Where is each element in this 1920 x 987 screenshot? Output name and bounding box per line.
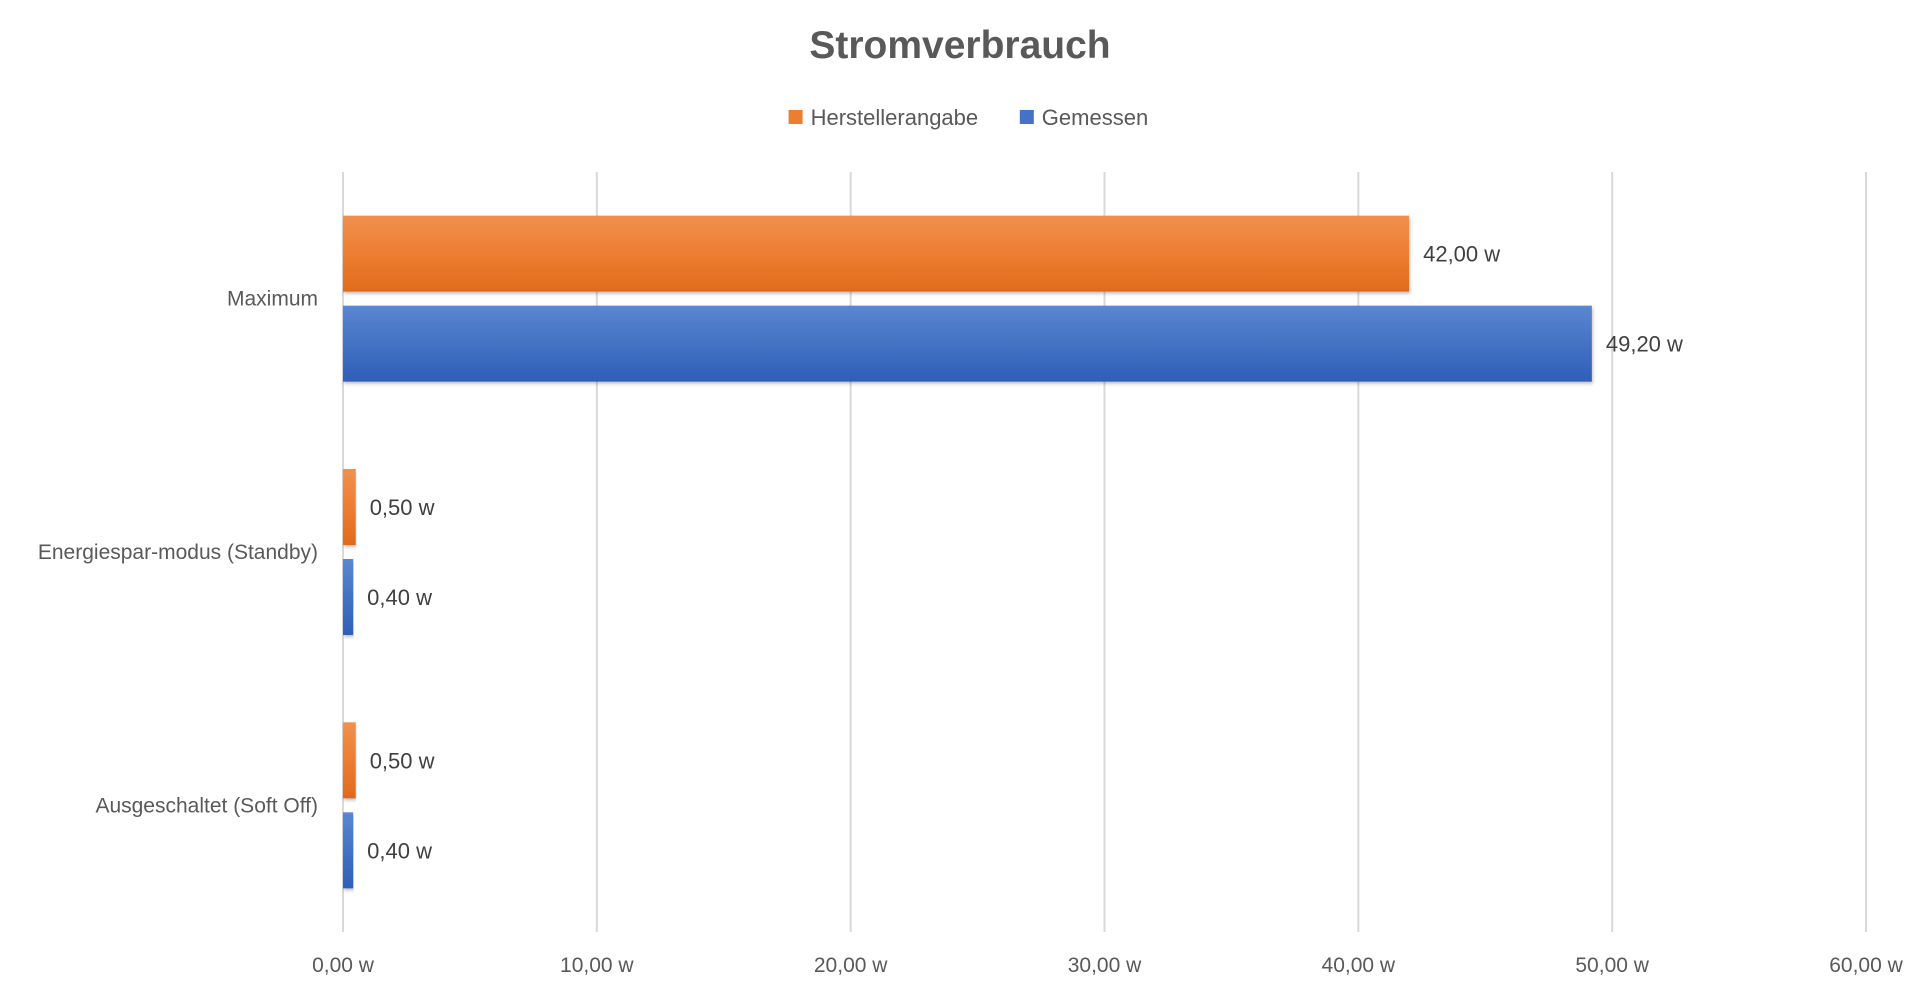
data-label: 0,50 w (370, 748, 435, 773)
value-axis: 0,00 w 10,00 w 20,00 w 30,00 w 40,00 w 50,00 … (312, 954, 1904, 977)
legend-label: Gemessen (1042, 105, 1148, 130)
data-label: 49,20 w (1606, 332, 1683, 357)
x-tick-label: 30,00 w (1068, 954, 1142, 977)
gridlines (342, 172, 1867, 932)
data-labels: 42,00 w 49,20 w 0,50 w 0,40 w 0,50 w 0,40 w (367, 242, 1683, 864)
category-axis: Maximum Energiespar-modus (Standby) Ausges… (38, 288, 318, 818)
data-label: 0,40 w (367, 585, 432, 610)
x-tick-label: 20,00 w (814, 954, 888, 977)
legend-label: Herstellerangabe (811, 105, 979, 130)
x-tick-label: 40,00 w (1322, 954, 1396, 977)
data-label: 0,50 w (370, 495, 435, 520)
bar-gemessen (343, 812, 354, 889)
category-label: Ausgeschaltet (Soft Off) (95, 794, 318, 817)
chart-title: Stromverbrauch (809, 24, 1110, 67)
x-tick-label: 0,00 w (312, 954, 375, 977)
x-tick-label: 50,00 w (1575, 954, 1649, 977)
category-label: Energiespar-modus (Standby) (38, 541, 318, 564)
data-label: 42,00 w (1423, 242, 1500, 267)
data-label: 0,40 w (367, 838, 432, 863)
legend: Herstellerangabe Gemessen (788, 105, 1148, 130)
x-tick-label: 60,00 w (1829, 954, 1903, 977)
x-tick-label: 10,00 w (560, 954, 634, 977)
bar-herstellerangabe (343, 469, 356, 545)
legend-swatch (1019, 110, 1034, 124)
bars (343, 215, 1592, 889)
bar-herstellerangabe (343, 215, 1410, 292)
category-label: Maximum (227, 288, 318, 311)
bar-gemessen (343, 305, 1592, 382)
bar-herstellerangabe (343, 722, 356, 799)
legend-swatch (788, 110, 803, 124)
bar-gemessen (343, 559, 354, 635)
